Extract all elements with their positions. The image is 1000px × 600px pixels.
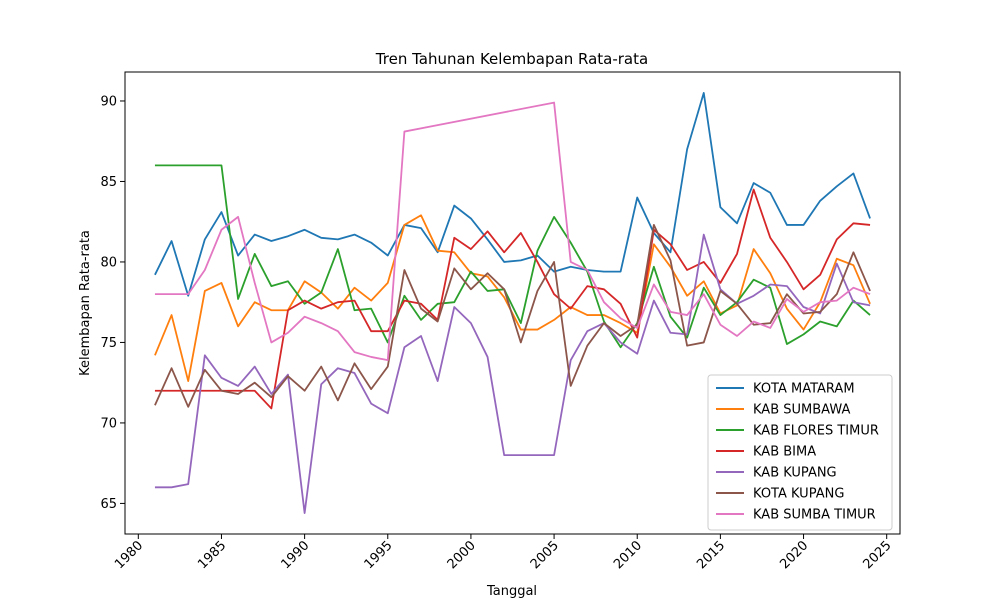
x-tick-label: 1985: [195, 538, 229, 572]
x-axis-label: Tanggal: [486, 584, 537, 599]
legend-label: KAB SUMBA TIMUR: [753, 508, 876, 523]
series-line-1: [154, 214, 871, 382]
x-tick-label: 2000: [445, 538, 479, 572]
y-tick-label: 80: [100, 255, 117, 270]
y-tick-label: 65: [100, 497, 117, 512]
x-axis: 1980 1985 1990 1995 2000 2005 2010 2015 2020 2025: [112, 534, 895, 572]
y-axis: 65 70 75 80 85 90: [100, 94, 125, 512]
series-line-0: [154, 92, 871, 297]
legend: KOTA MATARAM KAB SUMBAWA KAB FLORES TIMUR K…: [707, 374, 893, 531]
x-tick-label: 2020: [777, 538, 811, 572]
y-tick-label: 90: [100, 94, 117, 109]
series-lines: [154, 92, 871, 514]
legend-label: KOTA KUPANG: [753, 487, 844, 502]
legend-label: KAB SUMBAWA: [753, 403, 850, 418]
x-tick-label: 1995: [362, 538, 396, 572]
series-line-2: [154, 164, 871, 349]
series-line-5: [154, 224, 871, 408]
legend-label: KAB KUPANG: [753, 466, 837, 481]
legend-box: [707, 374, 893, 531]
legend-label: KOTA MATARAM: [753, 382, 855, 397]
y-tick-label: 70: [100, 416, 117, 431]
x-tick-label: 2015: [694, 538, 728, 572]
y-tick-label: 75: [100, 336, 117, 351]
series-line-4: [154, 233, 871, 514]
x-tick-label: 2025: [861, 538, 895, 572]
x-tick-label: 1980: [112, 538, 146, 572]
legend-label: KAB BIMA: [753, 445, 816, 460]
x-tick-label: 2010: [611, 538, 645, 572]
x-tick-label: 2005: [528, 538, 562, 572]
y-tick-label: 85: [100, 175, 117, 190]
legend-label: KAB FLORES TIMUR: [753, 424, 879, 439]
y-axis-label: Kelembapan Rata-rata: [78, 230, 93, 376]
chart-title: Tren Tahunan Kelembapan Rata-rata: [375, 50, 648, 68]
plot-frame: [124, 71, 901, 535]
x-tick-label: 1990: [278, 538, 312, 572]
series-line-6: [154, 101, 871, 362]
